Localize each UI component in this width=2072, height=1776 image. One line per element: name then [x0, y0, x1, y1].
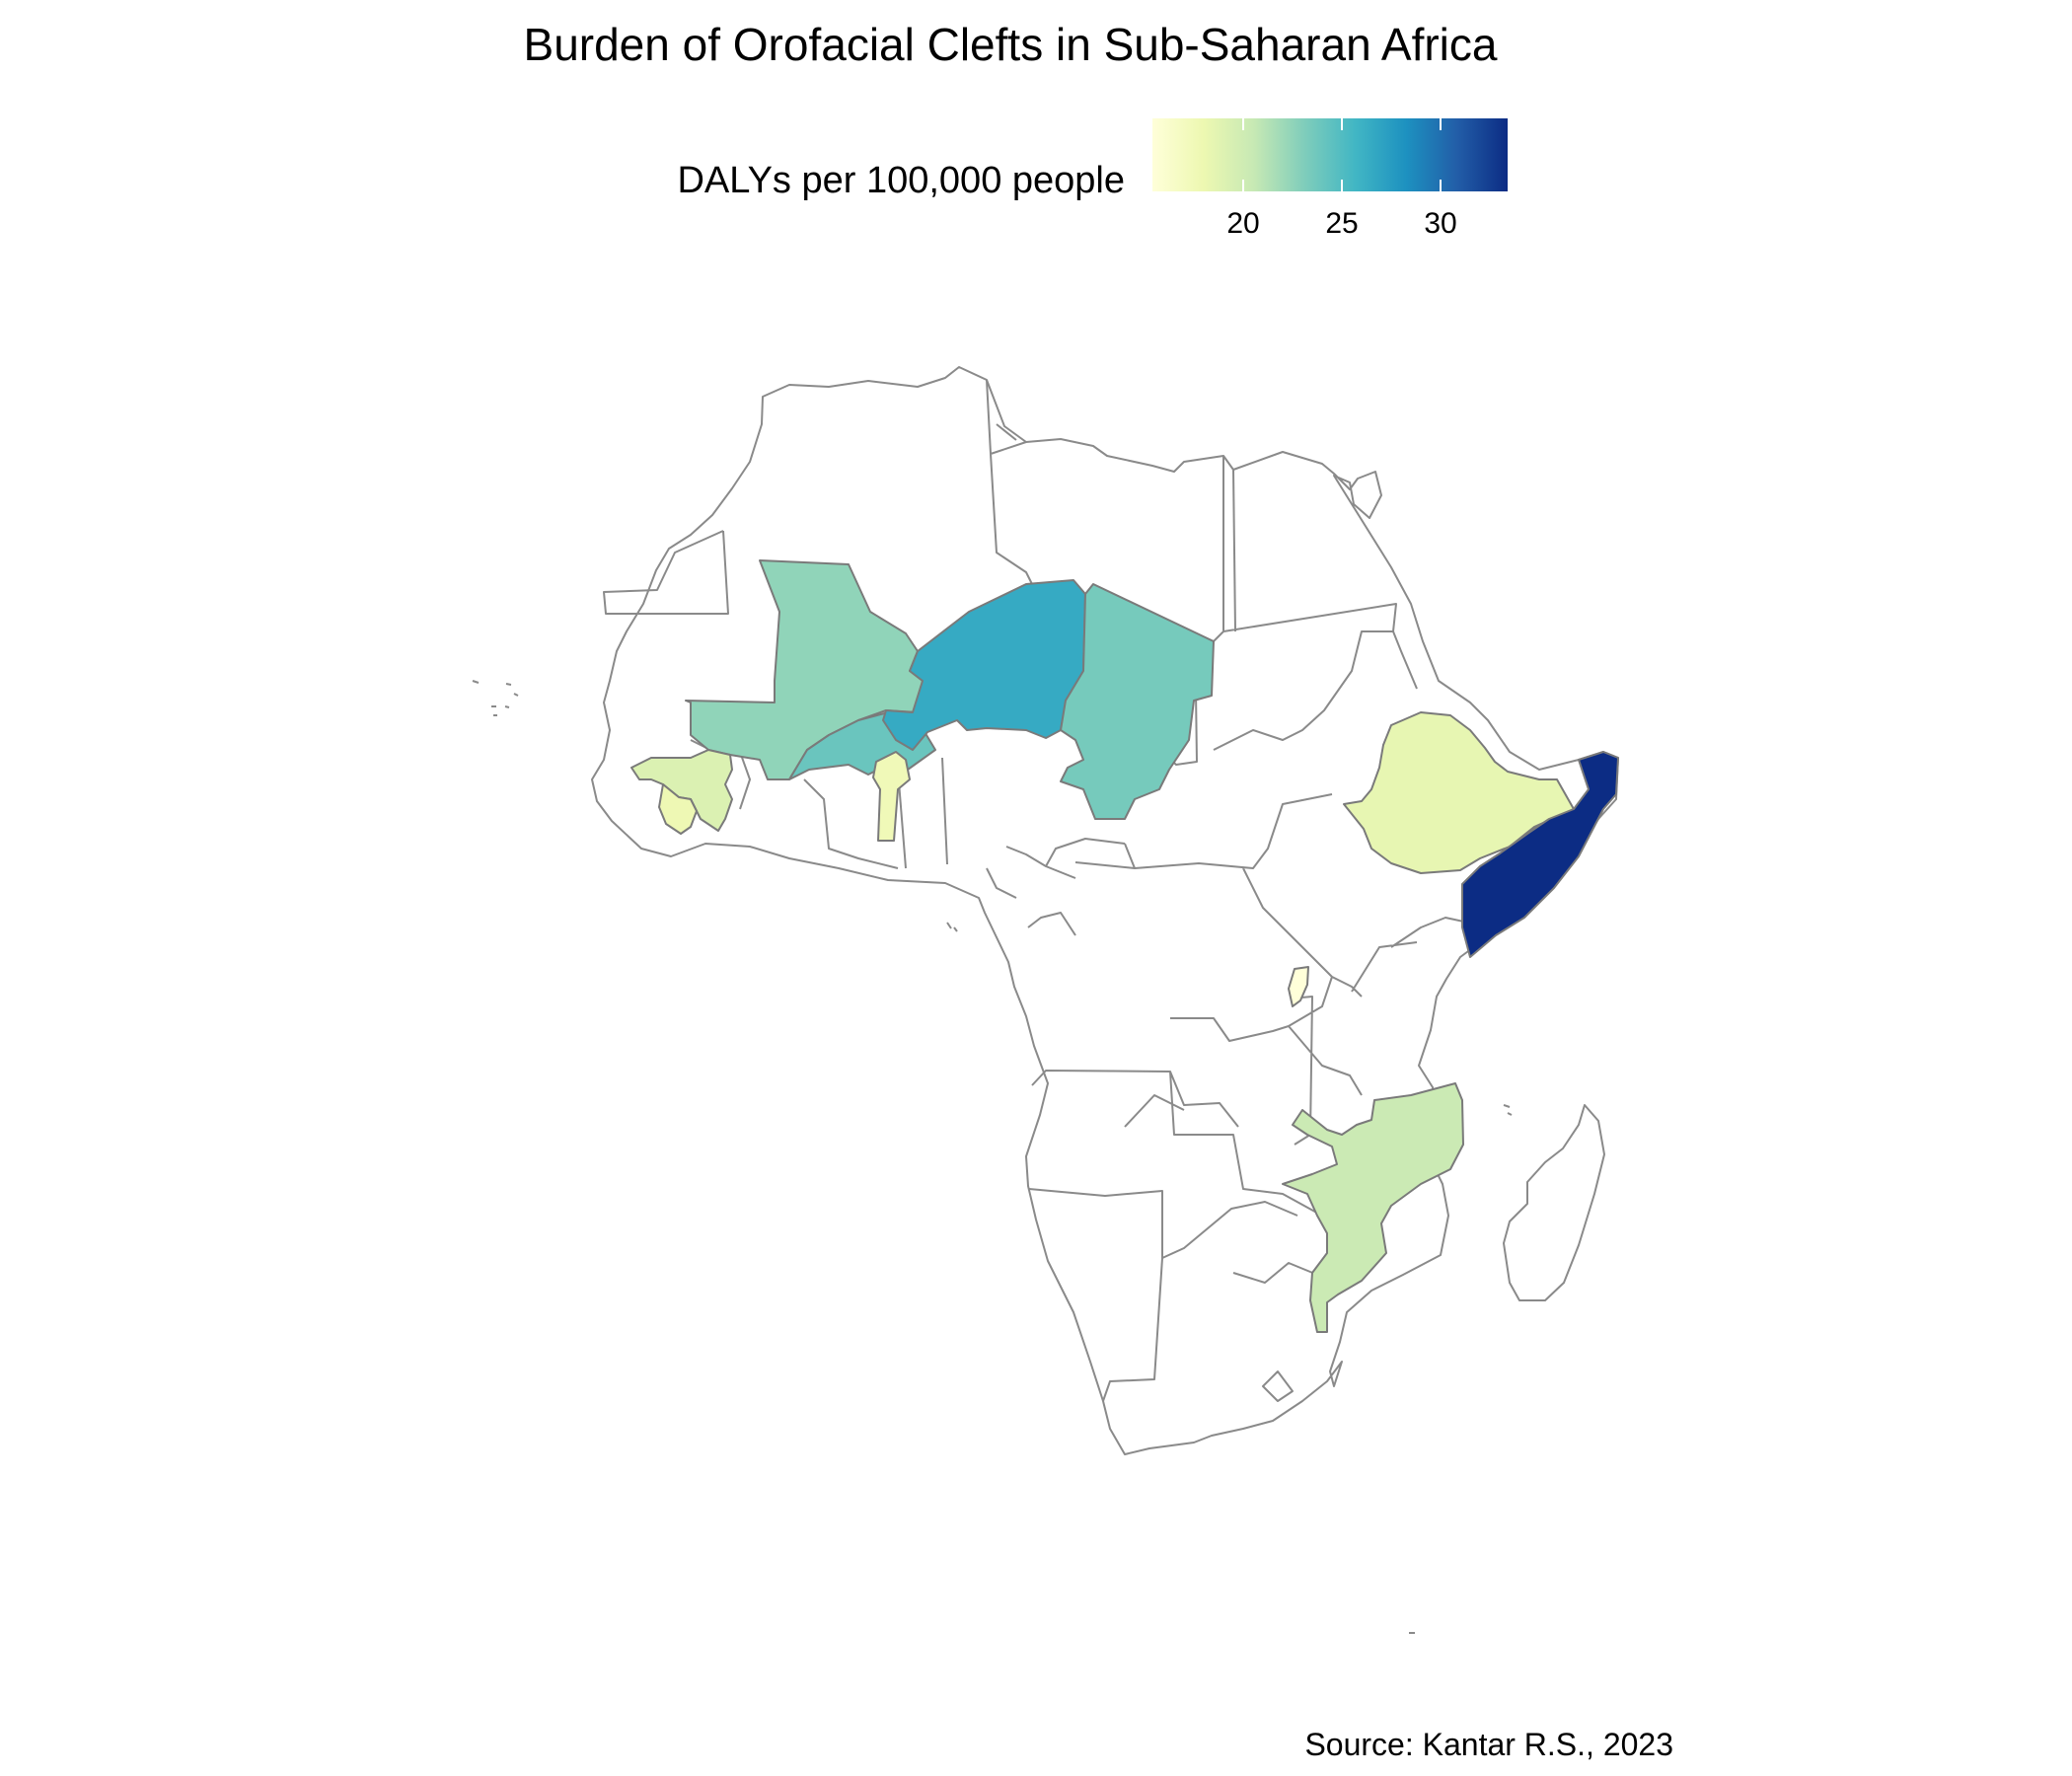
source-caption: Source: Kantar R.S., 2023 [1304, 1727, 1673, 1762]
country-benin [872, 751, 911, 842]
country-somalia [1461, 751, 1619, 958]
country-burundi [1288, 966, 1309, 1007]
legend-tick-label: 25 [1325, 207, 1359, 240]
island-markers [472, 680, 1513, 1634]
legend-tick-label: 30 [1424, 207, 1457, 240]
country-mozambique [1282, 1082, 1464, 1333]
legend-gradient [1152, 118, 1508, 191]
legend-tick-label: 20 [1226, 207, 1260, 240]
map-title: Burden of Orofacial Clefts in Sub-Sahara… [523, 19, 1498, 70]
country-chad [1060, 583, 1215, 820]
country-ethiopia [1343, 711, 1575, 874]
legend-colorbar [1152, 118, 1508, 191]
legend-title: DALYs per 100,000 people [677, 160, 1125, 201]
country-guinea [630, 749, 733, 832]
country-sierra-leone [658, 783, 698, 835]
country-niger [882, 579, 1086, 751]
highlighted-countries [630, 559, 1619, 1333]
madagascar-outline [1503, 1104, 1605, 1301]
